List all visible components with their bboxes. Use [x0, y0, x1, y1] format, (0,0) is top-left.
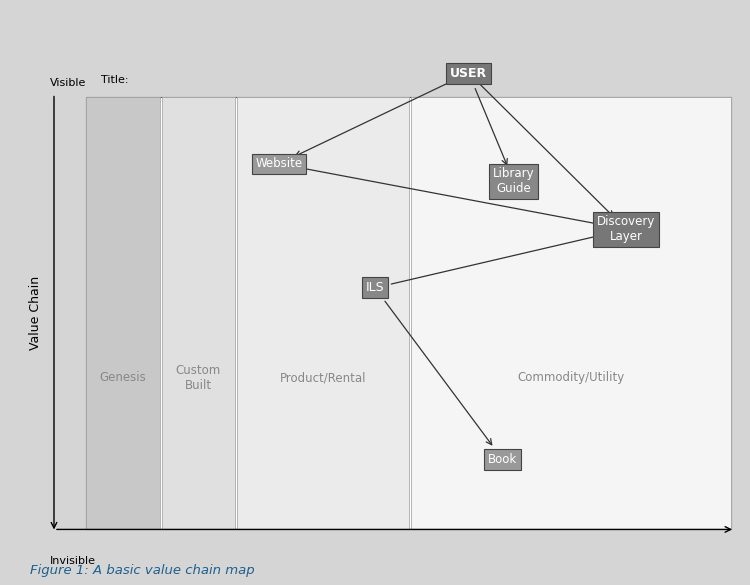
Text: ILS: ILS	[366, 281, 384, 294]
Text: Visible: Visible	[50, 78, 86, 88]
Text: Commodity/Utility: Commodity/Utility	[518, 371, 625, 384]
Text: Value Chain: Value Chain	[28, 276, 42, 350]
Text: Website: Website	[256, 157, 302, 170]
Bar	[237, 97, 409, 529]
Text: Invisible: Invisible	[50, 556, 96, 566]
Text: Product/Rental: Product/Rental	[280, 371, 366, 384]
Text: Custom
Built: Custom Built	[176, 364, 221, 392]
Text: Library
Guide: Library Guide	[493, 167, 535, 195]
Text: USER: USER	[450, 67, 488, 80]
Bar	[86, 97, 160, 529]
Text: Figure 1: A basic value chain map: Figure 1: A basic value chain map	[30, 564, 254, 577]
Bar	[162, 97, 235, 529]
Text: Discovery
Layer: Discovery Layer	[597, 215, 656, 243]
Bar	[411, 97, 731, 529]
Bar	[86, 97, 731, 529]
Text: Book: Book	[488, 453, 518, 466]
Text: Genesis: Genesis	[100, 371, 146, 384]
Text: Date:: Date:	[454, 75, 484, 85]
Text: Title:: Title:	[101, 75, 129, 85]
